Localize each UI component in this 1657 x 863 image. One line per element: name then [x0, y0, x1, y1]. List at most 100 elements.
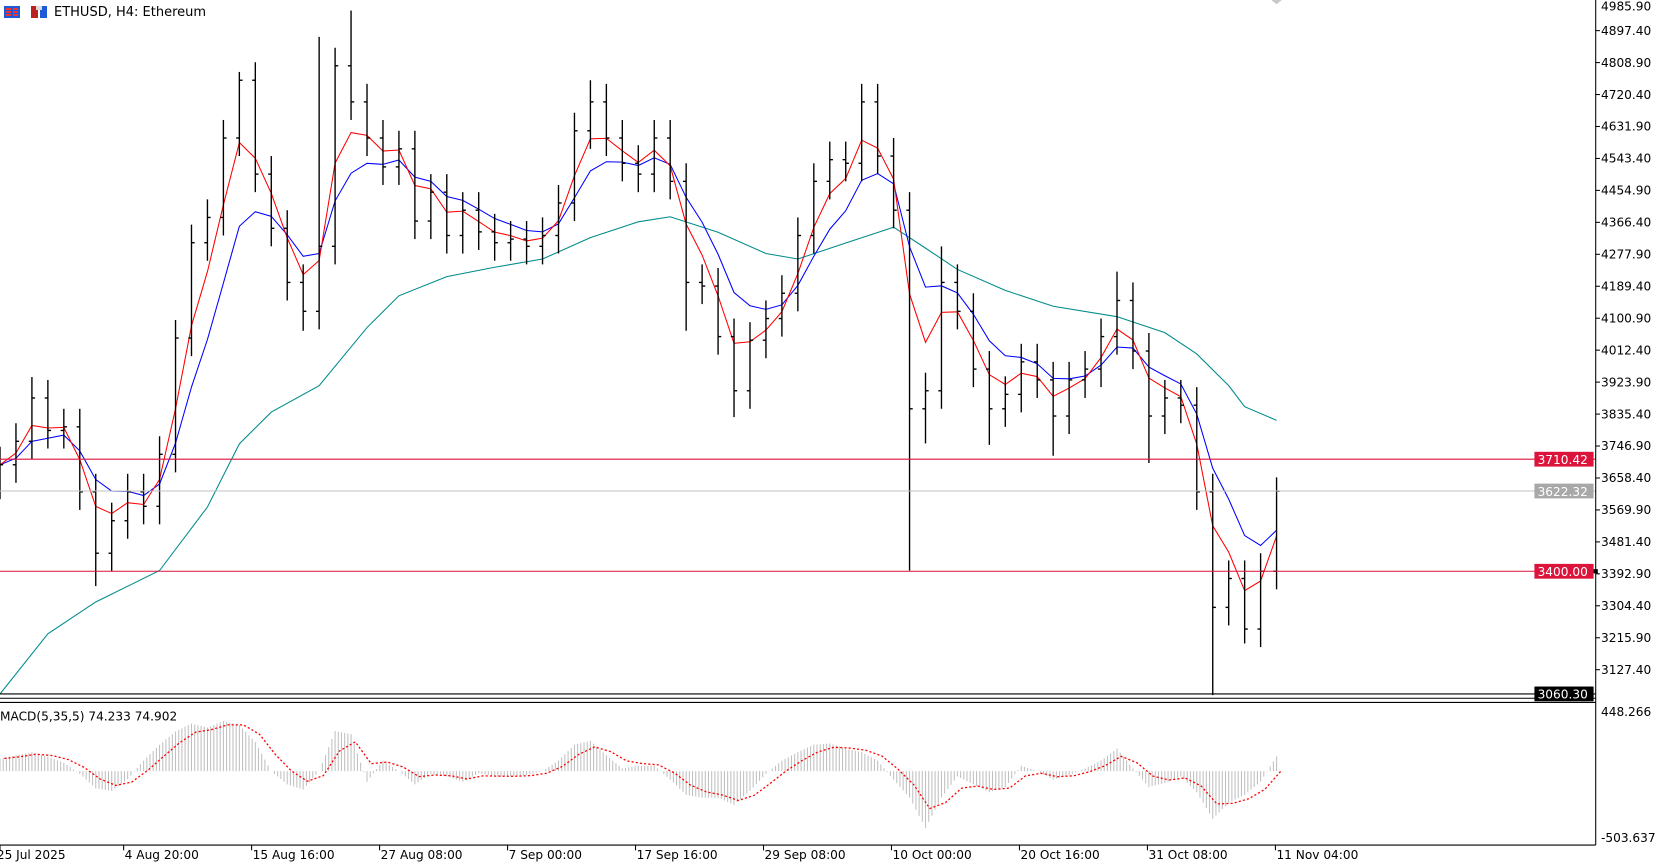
price-tick-label: 4543.40	[1601, 152, 1651, 166]
ohlc-bar	[300, 264, 307, 331]
ohlc-bar	[970, 293, 977, 388]
low-price-tag: 3060.30	[1538, 688, 1588, 702]
time-tick-label: 7 Sep 00:00	[509, 848, 582, 862]
ohlc-bar	[874, 83, 881, 175]
chart-type-icon[interactable]	[3, 5, 21, 19]
ohlc-bar	[427, 174, 435, 240]
price-tick-label: 4277.90	[1601, 248, 1651, 262]
ohlc-bar	[651, 119, 658, 193]
ohlc-bar	[938, 246, 945, 409]
ohlc-bar	[762, 300, 770, 359]
time-tick-label: 25 Jul 2025	[0, 848, 66, 862]
ohlc-bar	[698, 264, 706, 305]
macd-axis-max: 448.266	[1601, 705, 1651, 719]
price-tick-label: 4366.40	[1601, 216, 1651, 230]
ohlc-bar	[347, 10, 355, 120]
price-tick-label: 4808.90	[1601, 56, 1651, 70]
ohlc-bar	[858, 83, 865, 182]
price-pane	[0, 0, 1596, 696]
price-tick-label: 3304.40	[1601, 599, 1651, 613]
price-tick-label: 4897.40	[1601, 24, 1651, 38]
level-price-tag: 3710.42	[1538, 453, 1588, 467]
level-price-tag-bg	[1534, 563, 1594, 579]
ohlc-bar	[1065, 361, 1073, 435]
time-tick-label: 10 Oct 00:00	[893, 848, 972, 862]
chart-title: ETHUSD, H4: Ethereum	[54, 4, 207, 20]
price-tick-label: 3923.90	[1601, 375, 1651, 389]
ohlc-bar	[379, 119, 387, 185]
ohlc-bar	[986, 351, 993, 445]
ohlc-bar	[108, 502, 115, 572]
ohlc-bar	[0, 446, 4, 500]
macd-pane: MACD(5,35,5) 74.233 74.902	[0, 709, 1282, 828]
ohlc-bar	[603, 83, 610, 157]
ohlc-bar	[315, 36, 323, 330]
price-tick-label: 3835.40	[1601, 407, 1651, 421]
ohlc-bar	[124, 473, 131, 539]
ohlc-bar	[1225, 560, 1232, 626]
price-tick-label: 4100.90	[1601, 311, 1651, 325]
ohlc-bar	[220, 119, 227, 236]
ohlc-bar	[1241, 560, 1248, 644]
ohlc-bar	[491, 213, 498, 261]
price-tick-label: 3481.40	[1601, 535, 1651, 549]
ohlc-bar	[682, 163, 690, 331]
time-tick-label: 29 Sep 08:00	[765, 848, 846, 862]
ohlc-bar	[587, 80, 594, 149]
ohlc-bar	[12, 423, 20, 483]
ohlc-bar	[1193, 387, 1200, 510]
ohlc-bar	[475, 192, 482, 250]
ohlc-bar	[411, 130, 419, 240]
ohlc-bar	[954, 264, 961, 330]
ohlc-bar	[188, 224, 195, 357]
ohlc-bar	[236, 71, 243, 157]
ohlc-bar	[635, 145, 642, 193]
chart-header: ETHUSD, H4: Ethereum	[0, 0, 206, 24]
price-tick-label: 4720.40	[1601, 88, 1651, 102]
ohlc-bar	[1209, 473, 1216, 696]
marker-icon	[1271, 0, 1282, 5]
level-price-tag-bg	[1534, 451, 1594, 467]
ohlc-bar	[539, 217, 546, 265]
ohlc-bar	[890, 138, 897, 229]
bid-price-tag-bg	[1534, 483, 1594, 499]
time-tick-label: 27 Aug 08:00	[381, 848, 463, 862]
low-price-tag-bg	[1534, 686, 1594, 702]
ohlc-bar	[44, 379, 52, 449]
macd-axis-min: -503.637	[1601, 831, 1656, 845]
ohlc-bar	[778, 275, 786, 337]
ohlc-bar	[459, 192, 466, 254]
ohlc-bar	[92, 473, 99, 587]
ohlc-bar	[507, 221, 514, 261]
ohlc-bar	[619, 119, 626, 182]
ohlc-bar	[1145, 332, 1153, 463]
ohlc-bar	[156, 436, 163, 525]
price-tick-label: 3746.90	[1601, 439, 1651, 453]
time-tick-label: 20 Oct 16:00	[1021, 848, 1100, 862]
ohlc-bar	[395, 130, 403, 185]
ohlc-bar	[1129, 282, 1137, 370]
bid-price-tag: 3622.32	[1538, 485, 1588, 499]
ohlc-bar	[1113, 271, 1121, 355]
ohlc-bar	[794, 217, 802, 312]
ohlc-bar	[1273, 477, 1280, 590]
time-tick-label: 15 Aug 16:00	[253, 848, 335, 862]
macd-label: MACD(5,35,5) 74.233 74.902	[0, 709, 177, 723]
ohlc-bar	[906, 192, 913, 571]
ohlc-bar	[1257, 553, 1264, 648]
price-tick-label: 4189.40	[1601, 279, 1651, 293]
time-tick-label: 11 Nov 04:00	[1276, 848, 1358, 862]
price-tick-label: 3569.90	[1601, 503, 1651, 517]
timeframe-icon[interactable]	[30, 5, 48, 19]
time-tick-label: 17 Sep 16:00	[637, 848, 718, 862]
ohlc-bar	[810, 163, 817, 254]
ohlc-bar	[1002, 376, 1009, 427]
ohlc-bar	[28, 377, 36, 460]
price-tick-label: 3658.40	[1601, 471, 1651, 485]
ohlc-bar	[268, 156, 275, 247]
price-tick-label: 4631.90	[1601, 120, 1651, 134]
ohlc-bar	[252, 62, 259, 193]
ohlc-bar	[922, 372, 929, 444]
